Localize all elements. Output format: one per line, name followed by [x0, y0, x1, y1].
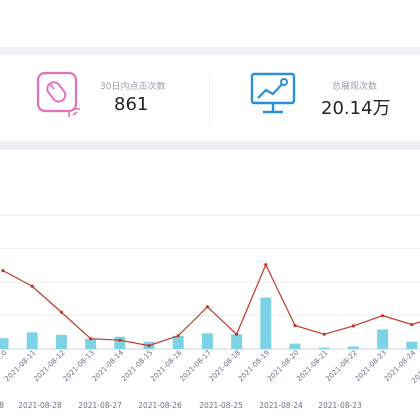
line-point	[381, 314, 385, 318]
bar	[85, 338, 97, 349]
line-point	[322, 332, 326, 336]
secondary-axis-label: …8	[0, 401, 4, 410]
bar	[260, 297, 272, 349]
bar	[289, 343, 301, 349]
clicks-stat: 30日内点击次数 861	[36, 69, 216, 131]
stats-divider	[209, 75, 210, 125]
stats-card: 30日内点击次数 861 总展现次数 20.14万	[0, 55, 420, 141]
bar	[0, 338, 9, 349]
line-series	[2, 263, 420, 347]
bar	[347, 346, 359, 349]
x-tick-label: …0	[0, 349, 8, 363]
secondary-axis-label: 2021-08-26	[138, 401, 182, 410]
line-point	[410, 322, 414, 327]
clicks-label: 30日内点击次数	[100, 82, 166, 92]
top-bar	[0, 0, 420, 47]
secondary-axis-label: 2021-08-23	[318, 401, 362, 410]
clicks-impressions-chart: …02021-08-112021-08-122021-08-132021-08-…	[0, 214, 420, 410]
bar	[114, 336, 126, 349]
chart-card: …0 2021-08-11 2021-08-12 2021-08-13 2021-08-…	[0, 150, 420, 420]
monitor-chart-icon	[250, 72, 296, 114]
bar	[377, 329, 389, 349]
line-point	[118, 338, 122, 342]
line-point	[30, 284, 34, 288]
line-point	[89, 337, 93, 341]
bar	[201, 333, 213, 349]
secondary-axis-label: 2021-08-24	[259, 401, 303, 410]
secondary-axis-label: 2021-08-28	[18, 401, 62, 410]
bar	[26, 332, 38, 349]
secondary-axis-label: 2021-08-27	[78, 401, 122, 410]
line-point	[264, 263, 268, 267]
bar	[231, 334, 243, 349]
bar	[55, 334, 67, 349]
line-point	[59, 310, 64, 314]
bar	[172, 335, 184, 349]
line-point	[176, 334, 180, 338]
bar	[318, 347, 330, 349]
secondary-axis-label: 2021-08-25	[199, 401, 243, 410]
line-point	[147, 343, 151, 348]
mouse-icon	[36, 71, 80, 117]
impressions-label: 总展现次数	[332, 82, 378, 92]
impressions-stat: 总展现次数 20.14万	[250, 69, 420, 131]
line-point	[351, 324, 355, 328]
line-point	[1, 269, 5, 273]
line-point	[293, 323, 297, 328]
impressions-value: 20.14万	[321, 98, 391, 119]
line-point	[235, 332, 239, 336]
line-point	[205, 305, 209, 309]
bar	[406, 341, 418, 349]
clicks-value: 861	[114, 94, 149, 115]
